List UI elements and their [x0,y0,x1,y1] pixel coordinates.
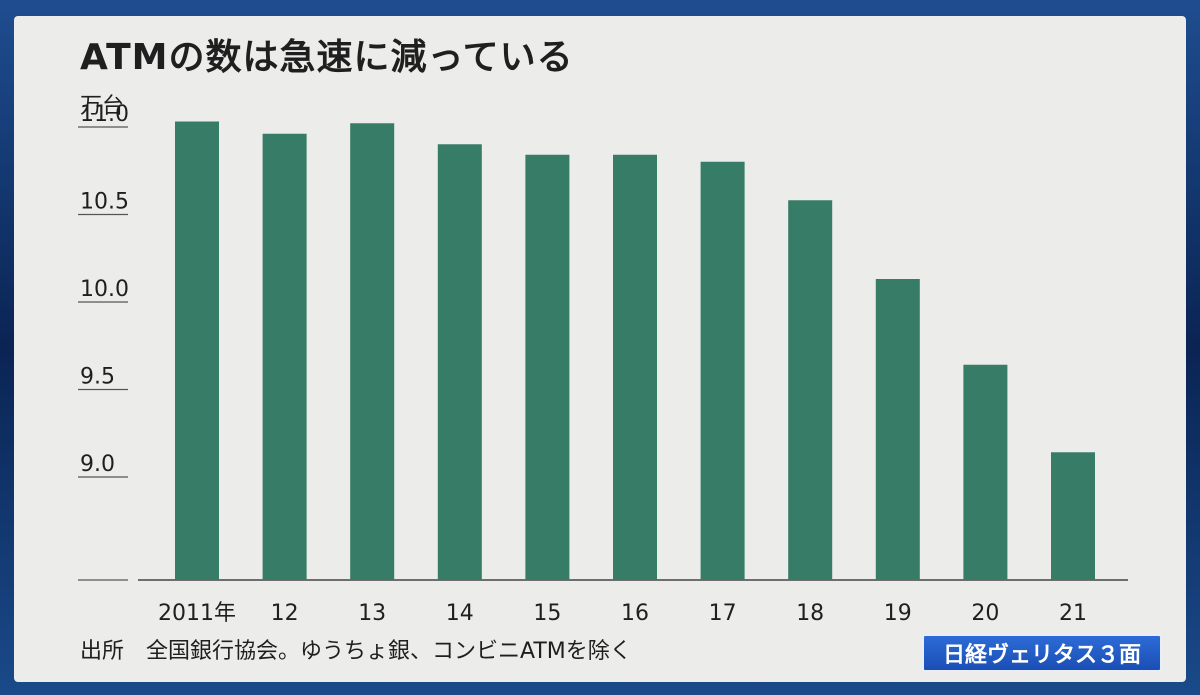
x-tick-label: 18 [796,601,824,626]
x-tick-label: 13 [358,601,386,626]
x-tick-label: 20 [971,601,999,626]
bar [788,200,833,580]
chart-title: ATMの数は急速に減っている [80,37,574,78]
x-tick-label: 2011年 [158,601,236,626]
y-axis-unit-label: 万台 [80,94,125,119]
x-tick-label: 12 [271,601,299,626]
y-tick-label: 10.0 [80,277,129,302]
bar [175,121,219,580]
x-tick-label: 17 [709,601,737,626]
x-tick-label: 21 [1059,601,1087,626]
y-tick-label: 10.5 [80,190,129,215]
y-tick-label: 9.5 [80,365,115,390]
bar [262,133,307,580]
bar [1051,452,1095,580]
x-tick-label: 15 [533,601,561,626]
bar [525,154,570,580]
y-tick-label: 9.0 [80,452,115,477]
y-tick-label: 11.0 [80,102,129,127]
bar [875,279,920,580]
x-tick-label: 14 [446,601,474,626]
bar [700,161,745,580]
bar [963,364,1008,580]
x-tick-label: 16 [621,601,649,626]
nikkei-veritas-badge: 日経ヴェリタス３面 [922,634,1162,672]
bar [437,144,482,580]
source-note: 出所 全国銀行協会。ゆうちょ銀、コンビニATMを除く [80,639,632,664]
bar [350,123,395,580]
bar [613,154,657,580]
x-tick-label: 19 [884,601,912,626]
